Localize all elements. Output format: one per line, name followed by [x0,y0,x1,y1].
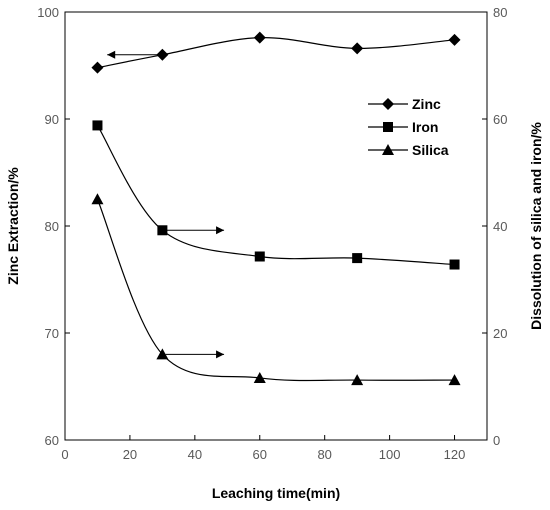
silica-point [351,374,364,386]
iron-point [449,259,460,270]
x-tick-label: 100 [379,447,401,462]
silica-point [253,371,266,383]
y-right-tick-label: 0 [493,433,500,448]
y-axis-left-title: Zinc Extraction/% [5,167,21,285]
zinc-line [97,37,455,69]
arrow-iron [165,226,225,235]
plot-frame [64,11,488,441]
legend-label: Iron [412,119,438,135]
arrow-head [107,50,116,59]
silica-point [156,348,169,360]
legend: Zinc Iron Silica [368,96,449,158]
legend-item-iron: Iron [368,119,438,135]
arrow-zinc [107,50,163,59]
x-tick-label: 0 [61,447,68,462]
zinc-point [351,42,364,55]
x-tick-label: 60 [253,447,267,462]
zinc-point [91,61,104,74]
series-iron [92,120,460,270]
legend-marker [383,122,393,132]
y-left-tick-label: 70 [45,326,59,341]
y-left-tick-label: 100 [37,5,59,20]
iron-point [254,251,265,262]
arrow-head [216,226,225,235]
y-right-tick-label: 80 [493,5,507,20]
silica-point [91,193,104,205]
silica-point [448,374,461,386]
x-tick-label: 80 [317,447,331,462]
annotation-layer [107,50,225,359]
y-right-tick-label: 60 [493,112,507,127]
silica-line [96,199,455,382]
y-right-tick-label: 40 [493,219,507,234]
y-left-tick-label: 90 [45,112,59,127]
y-axis-right-title: Dissolution of silica and iron/% [528,122,544,330]
x-tick-label: 20 [123,447,137,462]
ticks: 0 20 40 60 80 100 120 60 70 80 90 100 0 20 40 60 80 [37,5,507,462]
legend-label: Zinc [412,96,441,112]
series-zinc [91,31,461,74]
zinc-point [448,33,461,46]
arrow-head [216,350,225,359]
y-right-tick-label: 20 [493,326,507,341]
y-left-tick-label: 60 [45,433,59,448]
arrow-silica [165,350,225,359]
y-left-tick-label: 80 [45,219,59,234]
iron-line [96,125,455,266]
legend-label: Silica [412,142,449,158]
iron-point [92,120,103,131]
iron-point [157,225,168,236]
x-tick-label: 120 [444,447,466,462]
series-silica [91,193,461,386]
legend-item-zinc: Zinc [368,96,441,112]
legend-marker [382,144,394,155]
legend-marker [382,98,394,110]
iron-point [352,253,363,264]
zinc-point [253,31,266,44]
x-tick-label: 40 [188,447,202,462]
series-layer [91,31,461,386]
legend-item-silica: Silica [368,142,449,158]
x-axis-title: Leaching time(min) [212,485,340,501]
